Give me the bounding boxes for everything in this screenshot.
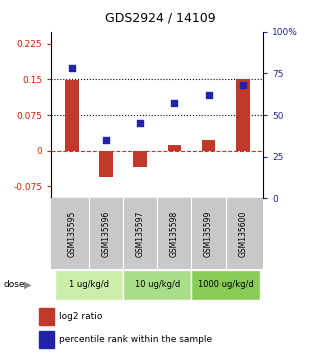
Text: 1 ug/kg/d: 1 ug/kg/d — [69, 280, 109, 290]
Text: GSM135600: GSM135600 — [238, 210, 247, 257]
Point — [172, 101, 177, 106]
Text: log2 ratio: log2 ratio — [59, 312, 103, 321]
Text: GDS2924 / 14109: GDS2924 / 14109 — [105, 12, 216, 25]
Text: GSM135597: GSM135597 — [136, 210, 145, 257]
Bar — [202, 140, 215, 151]
Text: percentile rank within the sample: percentile rank within the sample — [59, 335, 213, 344]
Bar — [65, 80, 79, 151]
Text: ▶: ▶ — [24, 280, 31, 290]
Text: GSM135598: GSM135598 — [170, 211, 179, 257]
Bar — [99, 151, 113, 177]
Point — [240, 82, 245, 88]
Text: 10 ug/kg/d: 10 ug/kg/d — [135, 280, 180, 290]
Bar — [39, 331, 54, 348]
Bar — [191, 270, 260, 300]
Bar — [39, 308, 54, 325]
Text: dose: dose — [3, 280, 25, 290]
Bar — [168, 145, 181, 151]
Text: GSM135595: GSM135595 — [67, 210, 76, 257]
Bar — [123, 270, 191, 300]
Point — [69, 65, 74, 71]
Text: GSM135599: GSM135599 — [204, 210, 213, 257]
Bar — [55, 270, 123, 300]
Point — [138, 120, 143, 126]
Text: GSM135596: GSM135596 — [101, 210, 110, 257]
Text: 1000 ug/kg/d: 1000 ug/kg/d — [198, 280, 254, 290]
Point — [206, 92, 211, 98]
Point — [103, 137, 108, 143]
Bar — [133, 151, 147, 167]
Bar — [236, 79, 249, 151]
